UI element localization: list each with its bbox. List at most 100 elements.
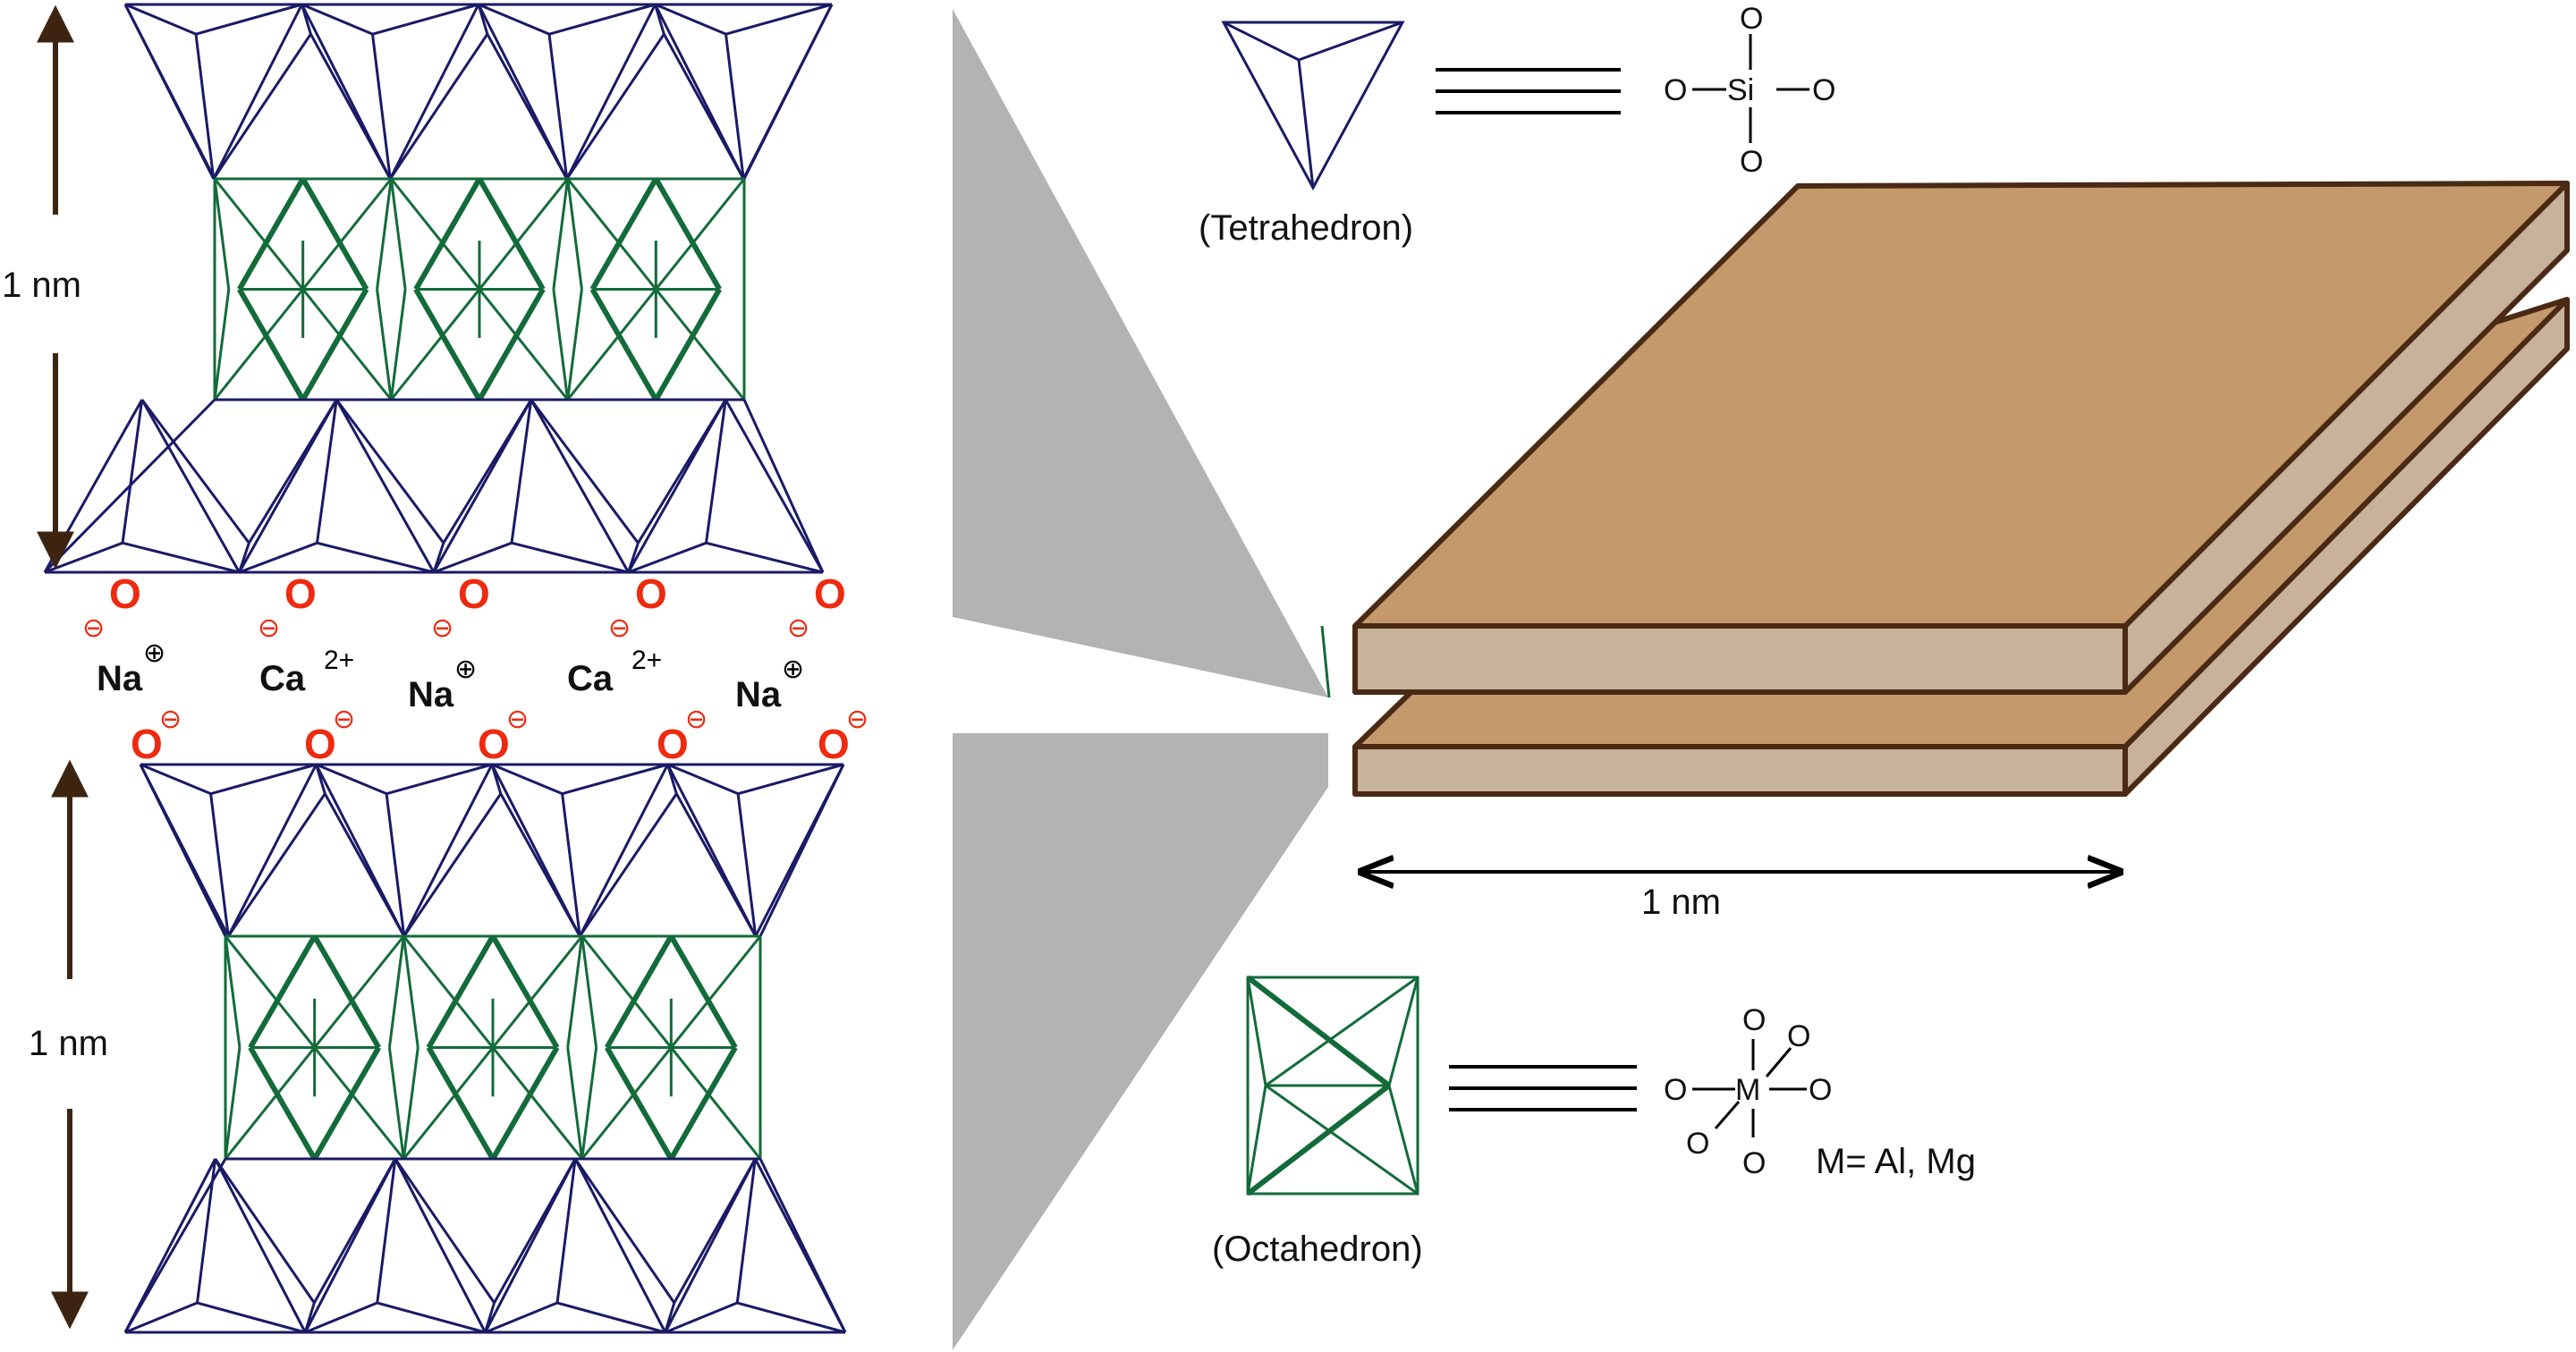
cation-sodium: Na ⊕ [735,655,804,714]
upper-tetrahedral-sheet-top [123,3,834,181]
polyhedron-edge [580,1047,598,1160]
polyhedron-edge [737,763,844,796]
upper-oxygen-anions: O ⊖ O ⊖ O ⊖ O ⊖ O ⊖ [82,570,846,643]
polyhedron-edge [668,1046,738,1161]
svg-text:O: O [1740,2,1763,36]
polyhedron-edge [212,33,312,180]
callout-wedge-upper [953,9,1328,697]
svg-text:Na: Na [97,659,143,698]
polyhedron-edge [389,289,407,401]
polyhedron-edge [426,934,496,1049]
cations: Na ⊕ Ca 2+ Na ⊕ Ca 2+ Na ⊕ [97,638,804,714]
metal-note: M= Al, Mg [1816,1142,1976,1181]
polyhedron-edge [566,935,584,1048]
polyhedron-edge [376,178,393,290]
svg-text:Ca: Ca [259,659,306,698]
svg-text:Na: Na [408,675,454,714]
oxygen-anion: O ⊖ [431,570,490,643]
svg-text:O: O [1742,1146,1766,1180]
polyhedron-edge [43,399,144,573]
polyhedron-edge [389,178,407,290]
scale-lower-label: 1 nm [29,1024,108,1063]
svg-text:⊖: ⊖ [685,705,708,734]
polyhedron-edge [303,1302,316,1333]
lower-oxygen-anions: O ⊖ O ⊖ O ⊖ O ⊖ O ⊖ [131,705,869,767]
polyhedron-edge [237,177,306,291]
polyhedron-edge [301,4,312,35]
polyhedron-edge [556,1301,666,1334]
mo6-structure: O O O M O O O [1664,1003,1832,1180]
triple-line-equals [1449,1065,1637,1111]
svg-text:⊖: ⊖ [82,613,105,643]
octahedron-label: (Octahedron) [1212,1229,1423,1269]
polyhedron-edge [653,288,722,401]
polyhedron-edge [237,288,306,401]
polyhedron-edge [389,33,489,180]
polyhedron-edge [301,288,369,401]
polyhedron-edge [477,4,489,35]
polyhedron-edge [316,399,338,544]
cation-sodium: Na ⊕ [97,638,165,698]
polyhedron-edge [705,399,727,544]
polyhedron-edge [530,399,630,573]
svg-text:O: O [458,570,490,617]
polyhedron-edge [565,33,665,180]
polyhedron-edge [565,4,657,180]
polyhedron-edge [394,1158,496,1304]
polyhedron-edge [604,1046,674,1161]
svg-text:⊕: ⊕ [143,638,165,668]
polyhedron-edge [491,763,564,796]
polyhedron-edge [121,399,144,544]
polyhedron-edge [309,33,392,180]
polyhedron-edge [224,1047,242,1160]
svg-text:2+: 2+ [631,646,662,675]
polyhedron-edge [552,289,570,401]
polyhedron-edge [312,934,382,1049]
polyhedron-edge [754,1158,847,1333]
svg-text:M: M [1735,1073,1760,1107]
polyhedron-edge [335,399,436,573]
polyhedron-edge [580,935,598,1048]
cation-calcium: Ca 2+ [259,646,354,698]
polyhedron-edge [477,177,546,291]
polyhedron-edge [313,1158,397,1304]
oxygen-anion: O ⊖ [258,570,317,643]
polyhedron-edge [197,1301,306,1334]
oxygen-anion: O ⊖ [82,570,141,643]
polyhedron-edge [654,3,727,36]
polyhedron-edge [195,3,302,36]
polyhedron-edge [486,33,569,180]
polyhedron-edge [248,934,318,1049]
polyhedron-edge [490,764,503,795]
svg-text:O: O [1812,73,1835,107]
polyhedron-edge [579,792,678,937]
polyhedron-edge [124,1301,199,1334]
polyhedron-edge [124,3,197,36]
svg-text:2+: 2+ [324,646,354,675]
polyhedron-edge [140,399,250,545]
upper-tetrahedral-sheet-bottom [43,398,825,574]
oxygen-anion: O ⊖ [657,705,708,767]
polyhedron-edge [478,3,550,36]
tetrahedron-legend: O Si O O O (Tetrahedron) [1199,2,1835,248]
polyhedron-edge [555,1158,577,1304]
lower-octahedral-sheet [224,934,762,1161]
polyhedron-edge [226,764,318,937]
polyhedron-edge [140,763,212,796]
cation-calcium: Ca 2+ [567,646,662,698]
polyhedron-edge [724,33,745,180]
polyhedron-edge [627,541,708,574]
svg-text:⊖: ⊖ [333,705,355,734]
oxygen-anion: O ⊖ [478,705,529,767]
polyhedron-edge [123,1158,216,1333]
polyhedron-edge [442,399,533,544]
polyhedron-edge [477,288,546,401]
polyhedron-edge [315,764,326,795]
polyhedron-edge [209,793,230,937]
polyhedron-edge [402,792,503,937]
lower-tetrahedral-sheet-bottom [123,1157,847,1334]
polyhedron-edge [123,1158,227,1333]
polyhedron-edge [573,1158,676,1304]
svg-text:⊖: ⊖ [506,705,529,734]
polyhedron-edge [335,399,445,545]
